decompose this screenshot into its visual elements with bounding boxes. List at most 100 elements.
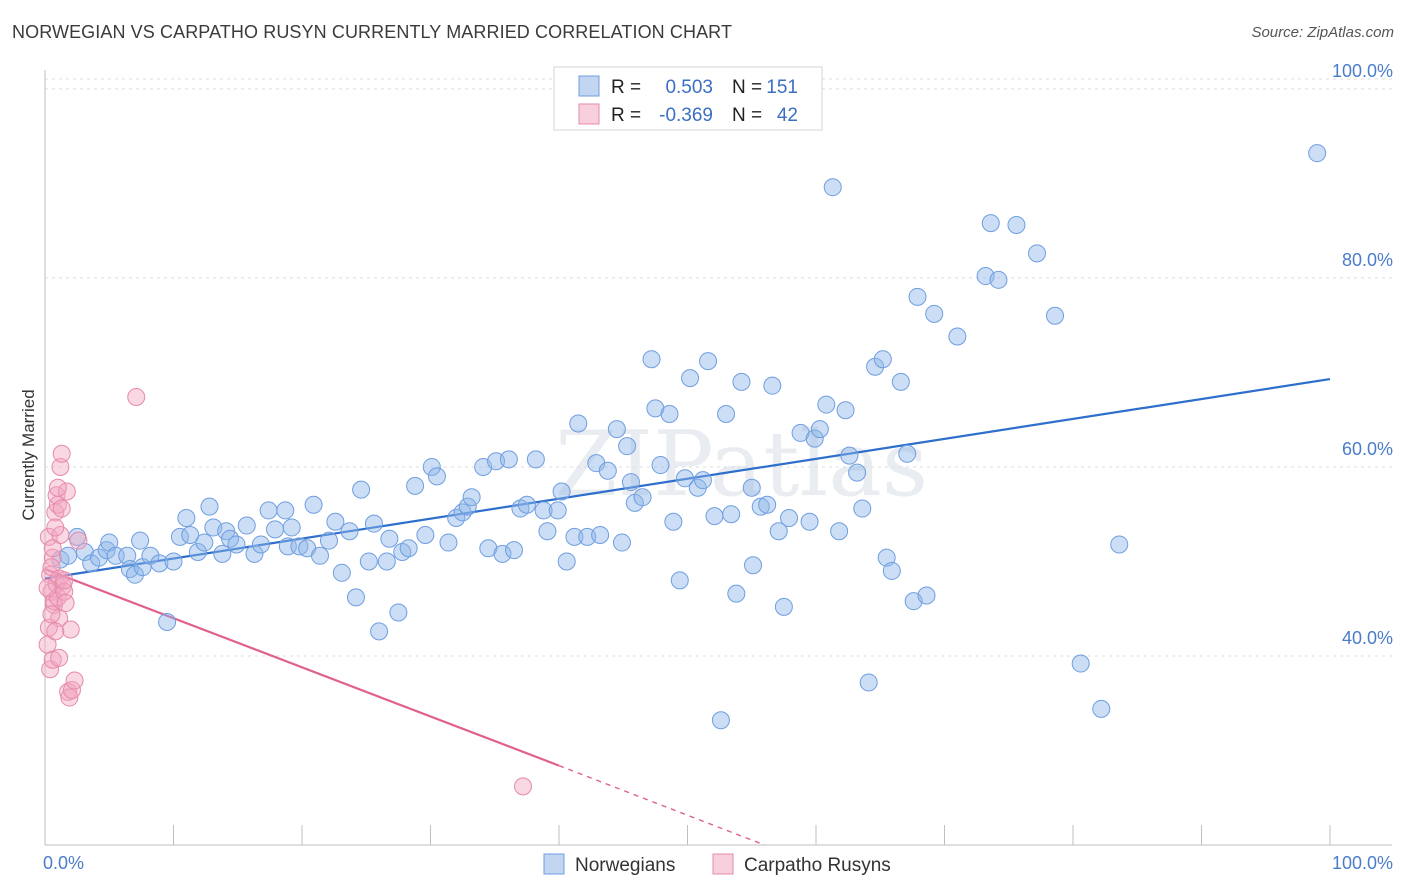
point-norwegians [332, 563, 351, 582]
point-norwegians [758, 495, 777, 514]
legend-swatch [578, 75, 600, 97]
point-norwegians [722, 505, 741, 524]
point-norwegians [699, 352, 718, 371]
point-norwegians [479, 539, 498, 558]
point-norwegians [251, 535, 270, 554]
point-norwegians [836, 401, 855, 420]
point-carpatho-rusyns [52, 499, 71, 518]
legend-r-label: R = [611, 105, 641, 126]
point-norwegians [670, 571, 689, 590]
point-norwegians [763, 376, 782, 395]
point-norwegians [705, 507, 724, 526]
point-norwegians [310, 546, 329, 565]
y-tick-label: 40.0% [1342, 628, 1393, 648]
point-norwegians [164, 552, 183, 571]
point-norwegians [565, 527, 584, 546]
point-norwegians [517, 495, 536, 514]
legend: R = 0.503 N = 151 R = -0.369 N = 42 [553, 66, 823, 131]
point-norwegians [642, 350, 661, 369]
point-norwegians [989, 270, 1008, 289]
point-norwegians [158, 612, 177, 631]
point-norwegians [439, 533, 458, 552]
point-norwegians [646, 399, 665, 418]
point-carpatho-rusyns [61, 620, 80, 639]
point-norwegians [59, 546, 78, 565]
point-norwegians [1308, 144, 1327, 163]
point-norwegians [981, 214, 1000, 233]
axes [44, 70, 1392, 846]
point-carpatho-rusyns [55, 571, 74, 590]
point-carpatho-rusyns [127, 388, 146, 407]
bottom-legend: Norwegians Carpatho Rusyns [543, 853, 891, 876]
point-norwegians [131, 531, 150, 550]
point-norwegians [727, 584, 746, 603]
bottom-legend-label: Norwegians [575, 855, 675, 876]
point-norwegians [780, 508, 799, 527]
point-norwegians [618, 437, 637, 456]
point-norwegians [823, 178, 842, 197]
point-carpatho-rusyns [43, 548, 62, 567]
point-norwegians [266, 520, 285, 539]
point-norwegians [458, 497, 477, 516]
point-norwegians [213, 544, 232, 563]
point-norwegians [633, 488, 652, 507]
point-norwegians [681, 369, 700, 388]
trend-line-1 [44, 567, 560, 767]
point-norwegians [877, 548, 896, 567]
point-norwegians [319, 531, 338, 550]
y-tick-label: 100.0% [1332, 61, 1393, 81]
point-norwegians [422, 457, 441, 476]
legend-swatch [578, 103, 600, 125]
legend-r-label: R = [611, 77, 641, 98]
point-norwegians [359, 552, 378, 571]
point-carpatho-rusyns [42, 605, 61, 624]
point-carpatho-rusyns [60, 688, 79, 707]
point-norwegians [282, 518, 301, 537]
point-norwegians [276, 501, 295, 520]
point-norwegians [769, 522, 788, 541]
gridlines [45, 78, 1392, 657]
point-norwegians [774, 597, 793, 616]
point-norwegians [453, 503, 472, 522]
point-norwegians [346, 588, 365, 607]
point-norwegians [810, 420, 829, 439]
point-norwegians [200, 497, 219, 516]
point-carpatho-rusyns [56, 594, 75, 613]
bottom-legend-swatch [712, 853, 734, 875]
point-norwegians [882, 561, 901, 580]
point-norwegians [389, 603, 408, 622]
point-carpatho-rusyns [57, 482, 76, 501]
bottom-legend-swatch [543, 853, 565, 875]
point-norwegians [598, 461, 617, 480]
point-norwegians [675, 469, 694, 488]
point-norwegians [805, 429, 824, 448]
point-carpatho-rusyns [46, 518, 65, 537]
point-norwegians [526, 450, 545, 469]
bottom-legend-label: Carpatho Rusyns [744, 855, 891, 876]
point-norwegians [100, 533, 119, 552]
point-norwegians [607, 420, 626, 439]
x-tick-label-min: 0.0% [43, 853, 84, 873]
point-norwegians [462, 488, 481, 507]
chart-title: NORWEGIAN VS CARPATHO RUSYN CURRENTLY MA… [12, 22, 733, 42]
point-norwegians [817, 395, 836, 414]
point-norwegians [612, 533, 631, 552]
point-norwegians [427, 467, 446, 486]
point-carpatho-rusyns [38, 578, 57, 597]
point-carpatho-rusyns [48, 478, 67, 497]
point-norwegians [97, 541, 116, 560]
point-norwegians [538, 522, 557, 541]
point-norwegians [1007, 216, 1026, 234]
point-norwegians [181, 526, 200, 544]
point-norwegians [948, 327, 967, 346]
point-norwegians [1028, 244, 1047, 263]
legend-r-value: 0.503 [665, 77, 713, 98]
y-tick-label: 60.0% [1342, 439, 1393, 459]
trend-line-0 [44, 377, 1331, 580]
point-norwegians [621, 473, 640, 492]
point-norwegians [1071, 654, 1090, 673]
point-carpatho-rusyns [46, 622, 65, 641]
point-norwegians [416, 526, 435, 544]
point-norwegians [370, 622, 389, 641]
point-carpatho-rusyns [52, 444, 71, 463]
